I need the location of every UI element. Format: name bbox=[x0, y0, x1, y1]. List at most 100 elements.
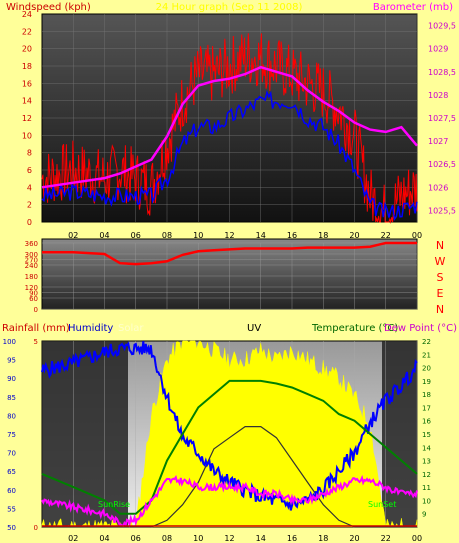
temp-y-tick: 15 bbox=[422, 431, 431, 439]
temp-x-tick: 08 bbox=[162, 534, 172, 543]
wind-y-tick: 20 bbox=[22, 45, 32, 54]
dir-y-tick: 60 bbox=[29, 295, 38, 303]
humidity-y-tick: 75 bbox=[7, 431, 16, 439]
axis-labels: 0246810121416182022241025,510261026,5102… bbox=[3, 10, 456, 543]
humidity-y-tick: 95 bbox=[7, 357, 16, 365]
baro-y-tick: 1028,5 bbox=[428, 68, 456, 77]
sunrise-label: SunRise bbox=[98, 500, 130, 509]
temp-x-tick: 12 bbox=[224, 534, 234, 543]
dir-y-tick: 240 bbox=[25, 262, 38, 270]
temp-y-tick: 13 bbox=[422, 458, 431, 466]
compass-w: W bbox=[435, 255, 446, 268]
temp-x-tick: 00 bbox=[412, 534, 422, 543]
chart-title: 24 Hour graph (Sep 11 2008) bbox=[156, 2, 303, 13]
grid-lines bbox=[42, 14, 418, 527]
legend-uv: UV bbox=[247, 323, 261, 334]
rain-y-tick: 0 bbox=[34, 524, 38, 532]
temp-x-tick: 04 bbox=[99, 534, 109, 543]
temp-y-tick: 19 bbox=[422, 378, 431, 386]
temp-y-tick: 21 bbox=[422, 351, 431, 359]
legend-rainfall: Rainfall (mm) bbox=[2, 323, 70, 334]
uv-line bbox=[42, 426, 417, 528]
legend-dewpoint: Dew Point (°C) bbox=[384, 323, 457, 334]
temp-y-tick: 22 bbox=[422, 338, 431, 346]
compass-n-top: N bbox=[436, 239, 444, 252]
humidity-y-tick: 55 bbox=[7, 505, 16, 513]
dir-y-tick: 180 bbox=[25, 273, 38, 281]
wind-y-tick: 16 bbox=[22, 79, 32, 88]
temp-x-tick: 20 bbox=[349, 534, 359, 543]
wind-average-line bbox=[41, 90, 418, 222]
humidity-y-tick: 60 bbox=[7, 487, 16, 495]
temp-x-tick: 16 bbox=[287, 534, 297, 543]
wind-y-tick: 18 bbox=[22, 62, 32, 71]
temp-y-tick: 17 bbox=[422, 404, 431, 412]
barometer-label: Barometer (mb) bbox=[373, 2, 453, 13]
dir-y-tick: 270 bbox=[25, 257, 38, 265]
wind-y-tick: 24 bbox=[22, 10, 32, 19]
wind-x-tick: 08 bbox=[162, 231, 172, 240]
wind-x-tick: 02 bbox=[68, 231, 78, 240]
night-shade-evening bbox=[382, 341, 417, 527]
wind-x-tick: 12 bbox=[224, 231, 234, 240]
wind-y-tick: 2 bbox=[27, 201, 32, 210]
temp-y-tick: 9 bbox=[422, 511, 426, 519]
temperature-line bbox=[41, 379, 418, 515]
legend-temperature: Temperature (°C) bbox=[311, 323, 398, 334]
humidity-y-tick: 70 bbox=[7, 450, 16, 458]
barometer-line bbox=[41, 65, 418, 189]
baro-y-tick: 1026 bbox=[428, 183, 448, 192]
baro-y-tick: 1026,5 bbox=[428, 160, 456, 169]
wind-x-tick: 18 bbox=[318, 231, 328, 240]
wind-y-tick: 8 bbox=[27, 149, 32, 158]
baro-y-tick: 1027,5 bbox=[428, 114, 456, 123]
dir-y-tick: 0 bbox=[34, 306, 38, 314]
baro-y-tick: 1027 bbox=[428, 137, 448, 146]
humidity-y-tick: 85 bbox=[7, 394, 16, 402]
temp-y-tick: 11 bbox=[422, 484, 431, 492]
temp-y-tick: 20 bbox=[422, 365, 431, 373]
wind-x-tick: 14 bbox=[256, 231, 266, 240]
humidity-y-tick: 65 bbox=[7, 468, 16, 476]
windspeed-label: Windspeed (kph) bbox=[6, 2, 91, 13]
night-shade-morning bbox=[42, 341, 128, 527]
temp-x-tick: 10 bbox=[193, 534, 203, 543]
dir-y-tick: 120 bbox=[25, 284, 38, 292]
wind-x-tick: 22 bbox=[381, 231, 391, 240]
baro-y-tick: 1028 bbox=[428, 91, 448, 100]
temp-x-tick: 18 bbox=[318, 534, 328, 543]
temp-y-tick: 14 bbox=[422, 444, 431, 452]
temp-y-tick: 16 bbox=[422, 418, 431, 426]
compass-e: E bbox=[437, 287, 444, 300]
temp-x-tick: 22 bbox=[381, 534, 391, 543]
humidity-y-tick: 100 bbox=[3, 338, 16, 346]
wind-y-tick: 4 bbox=[27, 183, 32, 192]
legend-solar: Solar bbox=[118, 323, 144, 334]
wind-direction-line bbox=[42, 241, 417, 266]
humidity-y-tick: 90 bbox=[7, 375, 16, 383]
wind-y-tick: 14 bbox=[22, 97, 32, 106]
temp-x-tick: 06 bbox=[131, 534, 141, 543]
baro-y-tick: 1025,5 bbox=[428, 206, 456, 215]
dir-y-tick: 90 bbox=[29, 290, 38, 298]
sunset-label: SunSet bbox=[368, 500, 396, 509]
dewpoint-line bbox=[41, 474, 418, 528]
dir-y-tick: 300 bbox=[25, 251, 38, 259]
legend-humidity: Humidity bbox=[68, 323, 113, 334]
wind-x-tick: 16 bbox=[287, 231, 297, 240]
temp-x-tick: 02 bbox=[68, 534, 78, 543]
humidity-y-tick: 50 bbox=[7, 524, 16, 532]
series-group bbox=[41, 33, 418, 528]
dir-y-tick: 360 bbox=[25, 240, 38, 248]
compass-s: S bbox=[437, 271, 444, 284]
windspeed-line bbox=[41, 33, 418, 224]
wind-x-tick: 00 bbox=[412, 231, 422, 240]
baro-y-tick: 1029 bbox=[428, 45, 448, 54]
wind-x-tick: 06 bbox=[131, 231, 141, 240]
temp-y-tick: 18 bbox=[422, 391, 431, 399]
temp-x-tick: 14 bbox=[256, 534, 266, 543]
compass-n-bottom: N bbox=[436, 303, 444, 316]
wind-x-tick: 10 bbox=[193, 231, 203, 240]
